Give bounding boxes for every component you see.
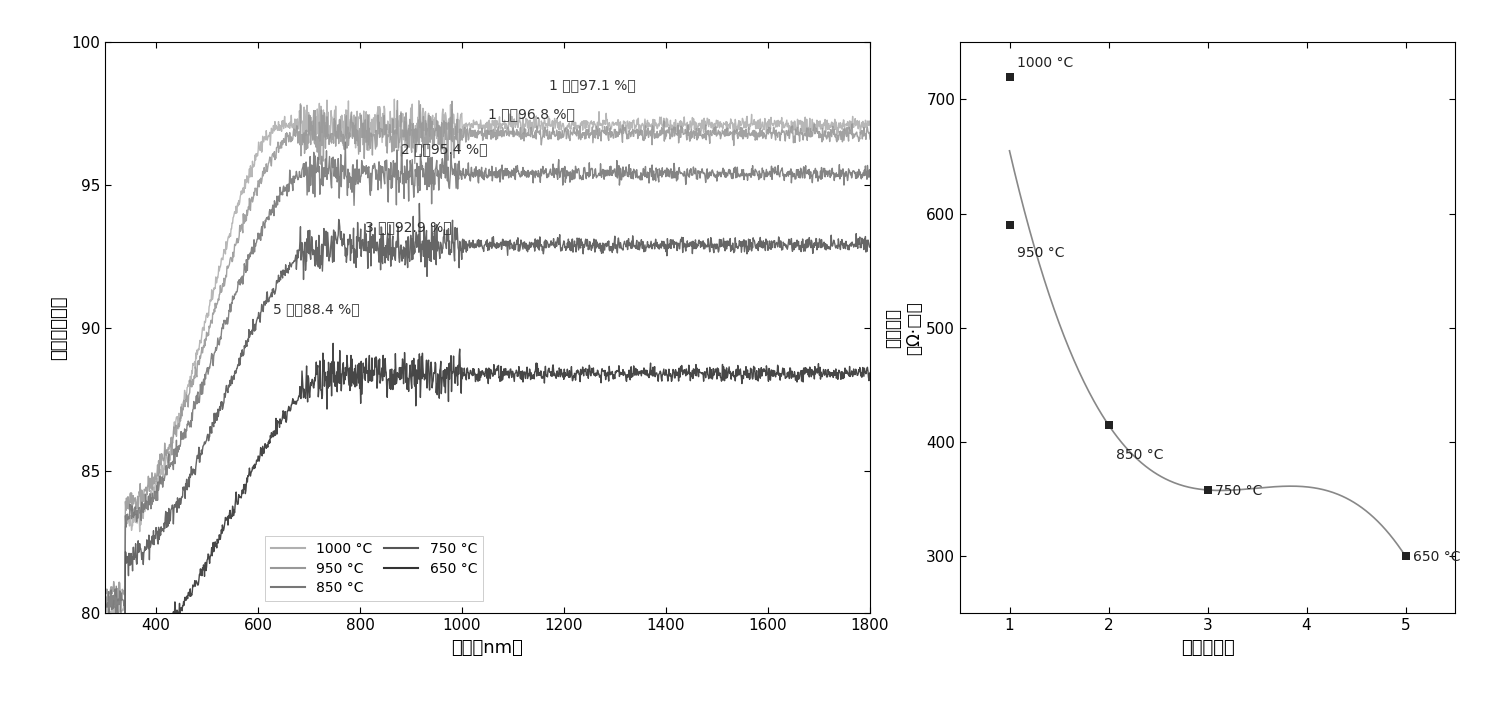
Text: 2 层（95.4 %）: 2 层（95.4 %） xyxy=(400,142,488,157)
Text: 5 层（88.4 %）: 5 层（88.4 %） xyxy=(273,302,360,317)
Text: 1 层（96.8 %）: 1 层（96.8 %） xyxy=(488,107,574,121)
Y-axis label: 方塊电阻
（Ω·□）: 方塊电阻 （Ω·□） xyxy=(885,301,924,355)
Text: 3 层（92.9 %）: 3 层（92.9 %） xyxy=(364,220,452,234)
Y-axis label: 透光性（％）: 透光性（％） xyxy=(51,295,69,360)
Text: 1 层（97.1 %）: 1 层（97.1 %） xyxy=(549,78,636,92)
Text: 950 °C: 950 °C xyxy=(1017,246,1065,260)
Legend: 1000 °C, 950 °C, 850 °C, 750 °C, 650 °C: 1000 °C, 950 °C, 850 °C, 750 °C, 650 °C xyxy=(266,537,483,601)
Text: 850 °C: 850 °C xyxy=(1116,448,1164,462)
Text: 750 °C: 750 °C xyxy=(1215,484,1263,498)
X-axis label: 石墨烯层数: 石墨烯层数 xyxy=(1180,639,1234,657)
X-axis label: 波长（nm）: 波长（nm） xyxy=(452,639,524,657)
Text: 650 °C: 650 °C xyxy=(1413,550,1461,564)
Text: 1000 °C: 1000 °C xyxy=(1017,56,1074,70)
